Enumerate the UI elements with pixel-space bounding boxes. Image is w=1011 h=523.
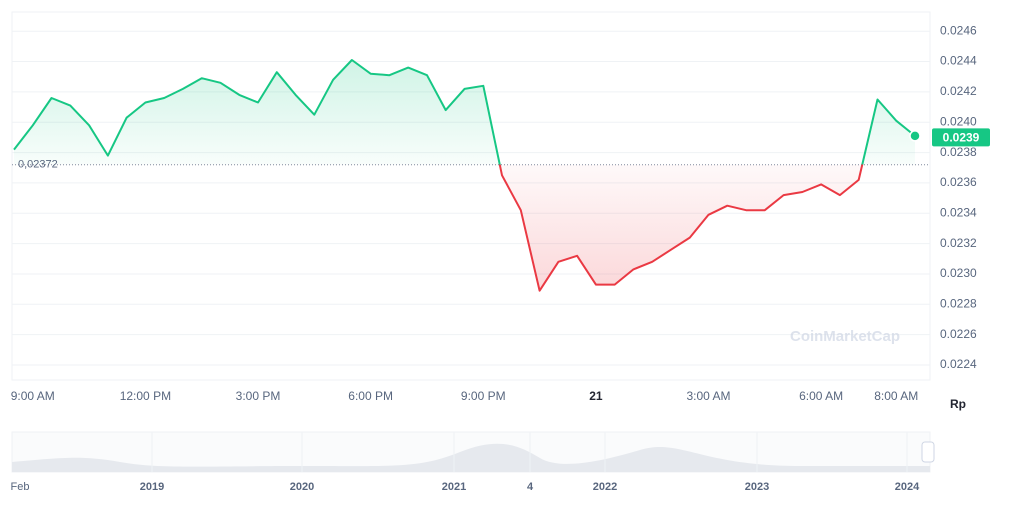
y-tick-label: 0.0246 <box>940 23 977 37</box>
navigator-label: Feb <box>11 481 30 493</box>
x-tick-label: 12:00 PM <box>120 389 171 403</box>
y-tick-label: 0.0234 <box>940 205 977 219</box>
x-tick-label: 8:00 AM <box>874 389 918 403</box>
marks <box>13 59 916 292</box>
y-tick-label: 0.0240 <box>940 114 977 128</box>
navigator-label: 2022 <box>593 481 617 493</box>
y-tick-label: 0.0242 <box>940 84 977 98</box>
y-tick-label: 0.0236 <box>940 175 977 189</box>
area <box>14 60 915 291</box>
labels: 0.0224 0.0226 0.0228 0.0230 0.0232 0.0234 0.02… <box>11 23 977 403</box>
y-tick-label: 0.0228 <box>940 296 977 310</box>
price-badge <box>932 128 990 147</box>
plot-frame <box>11 11 931 381</box>
x-tick-label: 3:00 PM <box>236 389 281 403</box>
x-tick-label: 9:00 AM <box>11 389 55 403</box>
y-tick-label: 0.0238 <box>940 145 977 159</box>
navigator-handle[interactable] <box>921 441 935 463</box>
navigator-label: 4 <box>527 481 534 493</box>
price-line <box>13 59 916 292</box>
y-tick-label: 0.0230 <box>940 266 977 280</box>
y-tick-label: 0.0224 <box>940 357 977 371</box>
x-tick-label: 9:00 PM <box>461 389 506 403</box>
y-tick-label: 0.0226 <box>940 327 977 341</box>
navigator-label: 2023 <box>745 481 769 493</box>
navigator-label: 2024 <box>895 481 920 493</box>
y-unit: Rp <box>950 397 966 411</box>
x-tick-label: 3:00 AM <box>687 389 731 403</box>
watermark: CoinMarketCap <box>790 328 900 345</box>
navigator-shape <box>12 443 930 472</box>
navigator-labels: Feb 2019 2020 2021 4 2022 2023 2024 <box>11 432 920 493</box>
y-tick-label: 0.0232 <box>940 236 977 250</box>
x-tick-label: 6:00 AM <box>799 389 843 403</box>
navigator-label: 2020 <box>290 481 314 493</box>
reference-label: 0,02372 <box>18 159 58 171</box>
x-tick-label: 6:00 PM <box>348 389 393 403</box>
navigator-label: 2019 <box>140 481 164 493</box>
last-point <box>909 130 921 142</box>
price-badge-label: 0.0239 <box>943 131 980 145</box>
y-tick-label: 0.0244 <box>940 54 977 68</box>
navigator-label: 2021 <box>442 481 466 493</box>
x-tick-label: 21 <box>589 389 603 403</box>
